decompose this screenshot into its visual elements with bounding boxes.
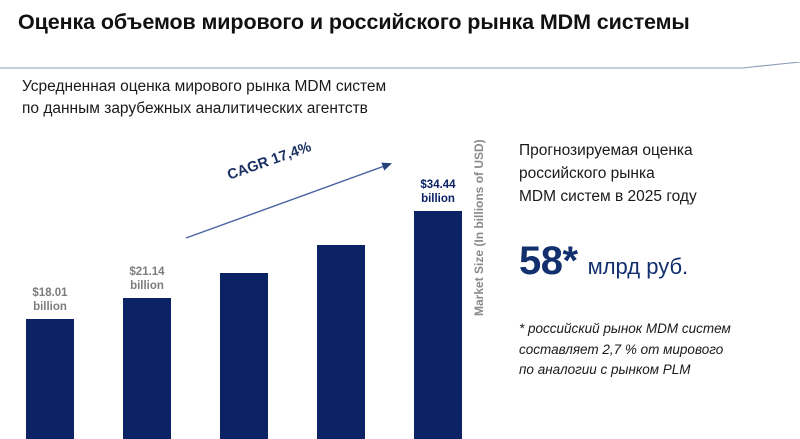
- bar-group-2024[interactable]: $18.01 billion: [26, 161, 74, 439]
- chart-subtitle: Усредненная оценка мирового рынка MDM си…: [22, 78, 387, 117]
- bar-value-label-2024: $18.01 billion: [32, 286, 68, 313]
- bar-value-label-2028: $34.44 billion: [420, 178, 456, 205]
- forecast-value-row: 58* млрд руб.: [519, 241, 794, 281]
- footnote-text: * российский рынок MDM систем составляет…: [519, 321, 731, 377]
- bar-2026[interactable]: [220, 273, 268, 439]
- bar-2024[interactable]: [26, 319, 74, 439]
- bar-2025[interactable]: [123, 298, 171, 439]
- bar-value-label-2025: $21.14 billion: [129, 265, 165, 292]
- forecast-unit-label: млрд руб.: [587, 254, 689, 280]
- market-size-bar-chart: $18.01 billion $21.14 billion $34.44 bil…: [0, 120, 510, 439]
- forecast-description: Прогнозируемая оценка российского рынка …: [519, 142, 697, 205]
- forecast-panel: Прогнозируемая оценка российского рынка …: [519, 140, 794, 380]
- bar-2028[interactable]: [414, 211, 462, 439]
- forecast-big-number: 58*: [519, 239, 578, 284]
- bar-group-2026[interactable]: [220, 161, 268, 439]
- header-divider: [0, 62, 800, 69]
- bar-group-2027[interactable]: [317, 161, 365, 439]
- bar-group-2028[interactable]: $34.44 billion: [414, 161, 462, 439]
- bar-group-2025[interactable]: $21.14 billion: [123, 161, 171, 439]
- y-axis-title: Market Size (In billions of USD): [472, 139, 486, 316]
- page-title: Оценка объемов мирового и российского ры…: [18, 10, 690, 34]
- bar-2027[interactable]: [317, 245, 365, 439]
